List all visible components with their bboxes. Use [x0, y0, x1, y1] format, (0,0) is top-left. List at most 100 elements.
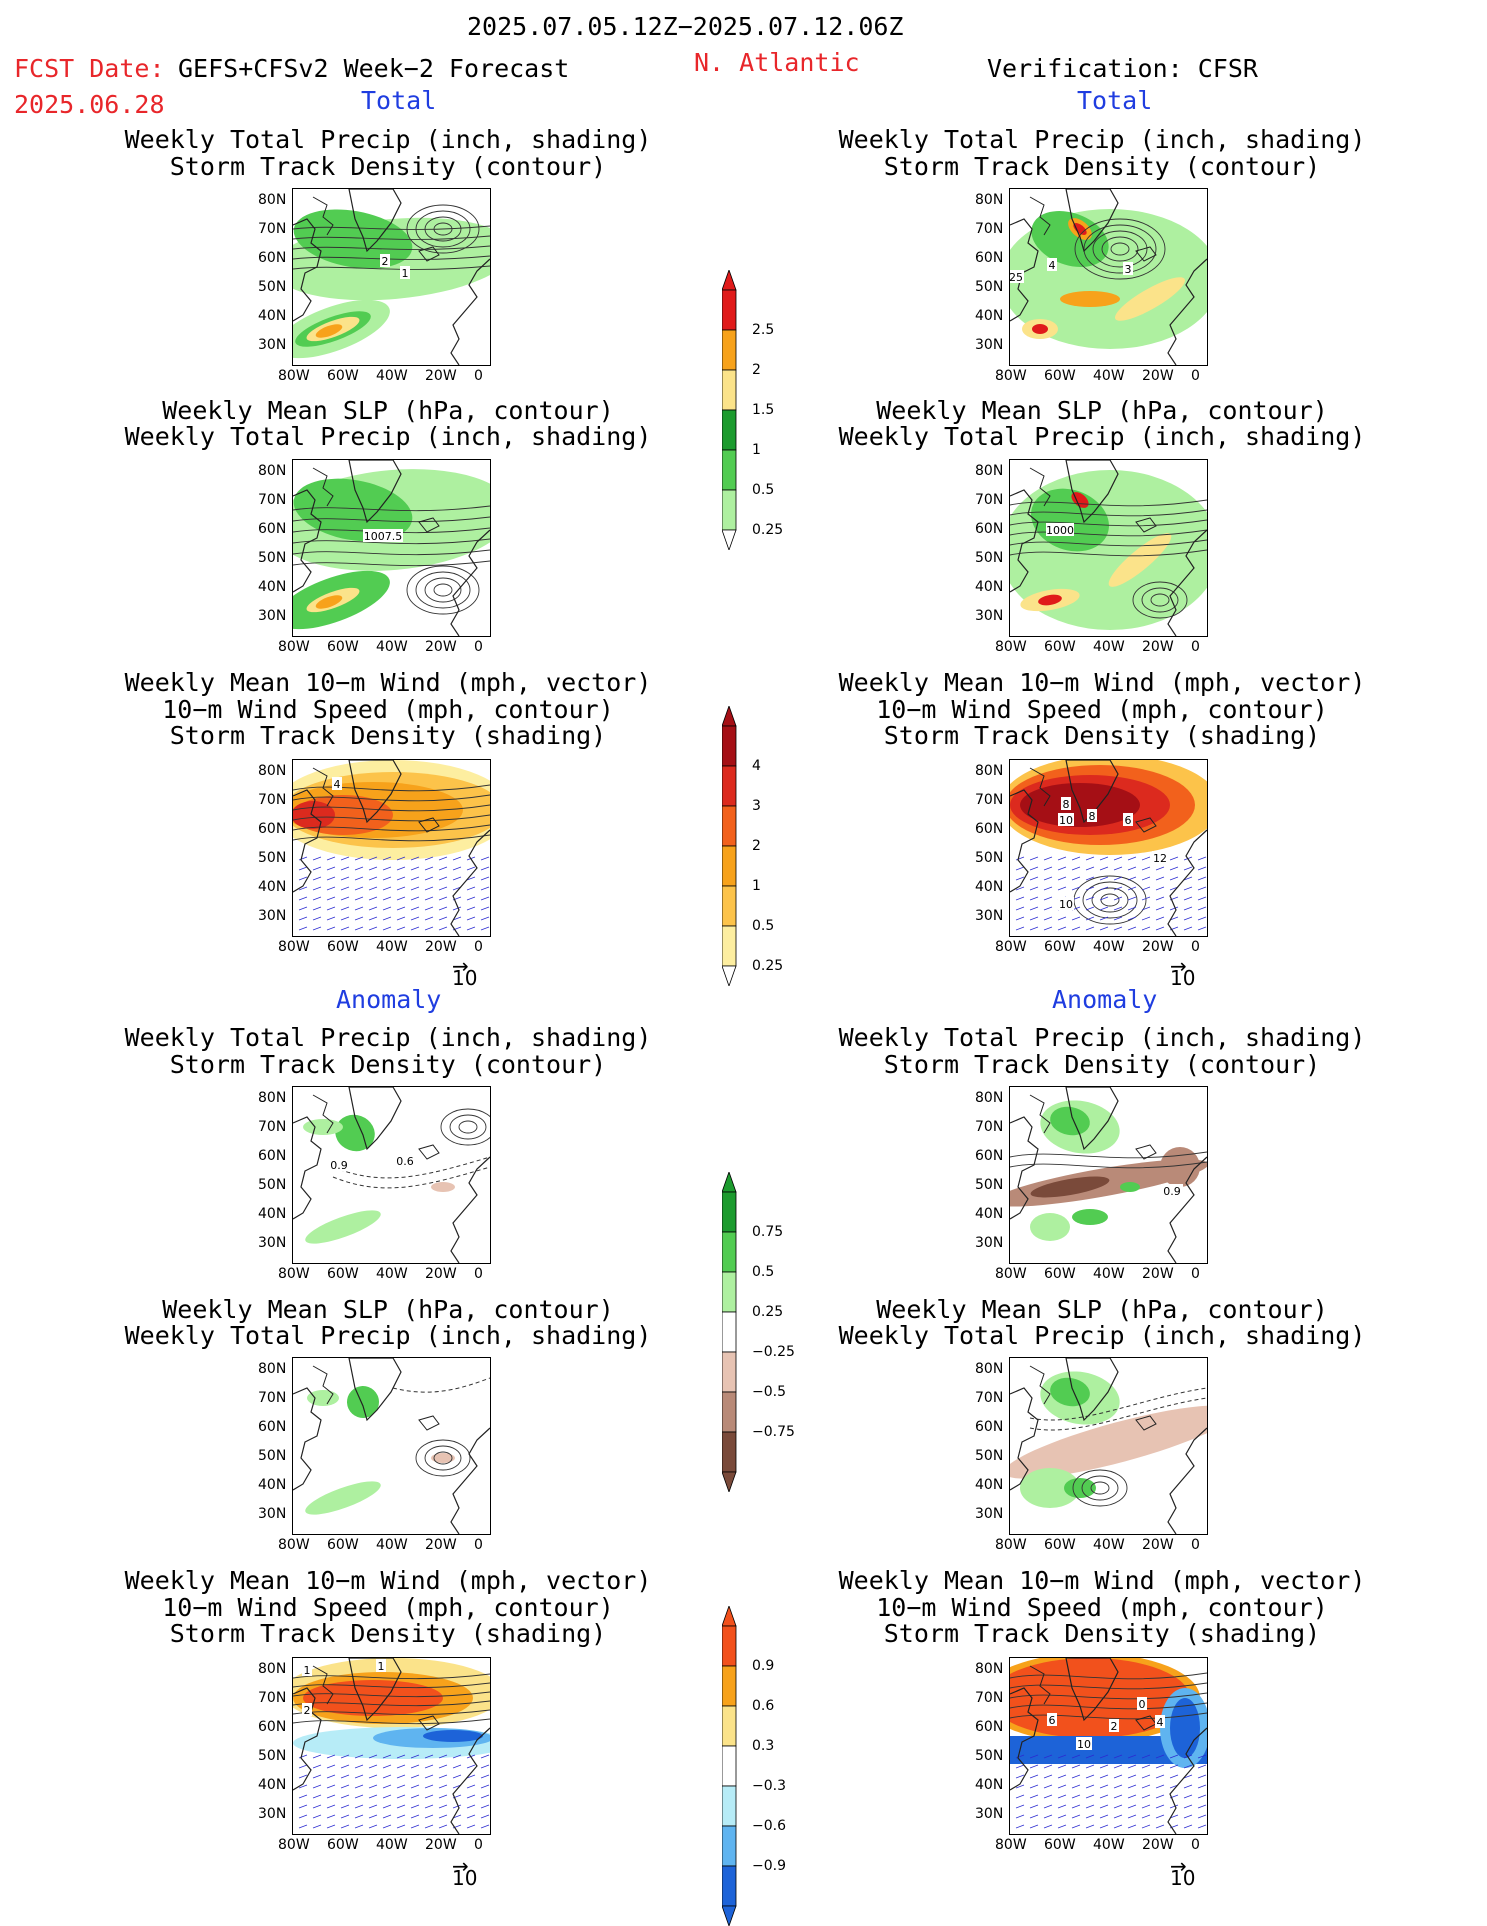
- title-vf-anom-3a: Weekly Mean 10−m Wind (mph, vector): [838, 1566, 1366, 1595]
- colorbar-label: 0.5: [752, 1264, 775, 1280]
- wind-vector: [312, 1804, 322, 1809]
- wind-vector: [1127, 1754, 1137, 1759]
- wind-speed-contour: [293, 794, 490, 802]
- lon-tick-label: 20W: [425, 939, 457, 955]
- iceland-outline: [418, 246, 440, 262]
- greenland-outline: [1065, 460, 1119, 524]
- wind-vector: [1197, 1794, 1207, 1799]
- lat-tick-label: 70N: [258, 221, 287, 237]
- wind-vector: [466, 1774, 476, 1779]
- wind-vector: [410, 916, 420, 921]
- lon-tick-label: 40W: [1093, 639, 1125, 655]
- contour-label: 1007.5: [364, 530, 403, 543]
- contour-label-box: [1123, 262, 1133, 275]
- coastline: [312, 196, 334, 236]
- wind-vector: [368, 896, 378, 901]
- slp-contour: [433, 583, 453, 597]
- lat-tick-label: 40N: [975, 1206, 1004, 1222]
- wind-vector: [1029, 866, 1039, 871]
- storm-track-contour: [449, 1114, 487, 1140]
- contour-label: 10: [1077, 1738, 1091, 1751]
- wind-vector: [1113, 1764, 1123, 1769]
- lon-tick-label: 40W: [376, 1537, 408, 1553]
- wind-vector: [1155, 1814, 1165, 1819]
- wind-vector: [466, 886, 476, 891]
- wind-vector: [396, 1814, 406, 1819]
- storm-track-contour: [293, 255, 490, 260]
- wind-vector: [340, 926, 350, 931]
- colorbar-label: 0.9: [752, 1658, 775, 1674]
- colorbar-label: 0.25: [752, 958, 784, 974]
- wind-vector: [1057, 866, 1067, 871]
- slp-anomaly-contour: [1072, 1469, 1128, 1507]
- slp-contour: [1010, 529, 1207, 537]
- wind-speed-contour: [1091, 887, 1129, 913]
- wind-vector: [354, 896, 364, 901]
- wind-vector: [1099, 1824, 1109, 1829]
- wind-vector: [1029, 1794, 1039, 1799]
- wind-vector: [298, 1754, 308, 1759]
- wind-vector: [1099, 1784, 1109, 1789]
- wind-vector: [340, 1764, 350, 1769]
- wind-vector: [466, 926, 476, 931]
- slp-anomaly-contour: [1029, 1387, 1207, 1421]
- precip-anomaly-shading: [1010, 1405, 1207, 1479]
- contour-label: 0.9: [330, 1159, 348, 1172]
- lat-tick-label: 80N: [258, 763, 287, 779]
- wind-vector: [1029, 926, 1039, 931]
- wind-vector: [368, 876, 378, 881]
- wind-vector: [1099, 926, 1109, 931]
- wind-vector: [452, 1764, 462, 1769]
- map-fc-total-slp-precip: 1007.5: [292, 459, 491, 637]
- colorbar-label: 0.25: [752, 522, 784, 538]
- wind-vector: [1043, 1814, 1053, 1819]
- vector-ref-fc-anom: → 10: [452, 1854, 478, 1890]
- wind-speed-contour: [1010, 1702, 1207, 1710]
- wind-vector: [368, 1814, 378, 1819]
- colorbar-label: −0.9: [752, 1858, 786, 1874]
- lat-tick-label: 40N: [975, 1477, 1004, 1493]
- lat-tick-label: 30N: [258, 1806, 287, 1822]
- contour-label-box: [1137, 1697, 1147, 1710]
- map-vf-anom-wind-storm: 6 2 0 4 10: [1009, 1657, 1208, 1835]
- lat-tick-label: 70N: [258, 792, 287, 808]
- lat-tick-label: 40N: [975, 879, 1004, 895]
- wind-vector: [326, 906, 336, 911]
- wind-vector: [382, 896, 392, 901]
- lat-tick-label: 60N: [975, 1719, 1004, 1735]
- colorbar-segment: [722, 1785, 737, 1827]
- wind-vector: [1127, 866, 1137, 871]
- wind-vector: [298, 926, 308, 931]
- wind-vector: [1197, 876, 1207, 881]
- wind-vector: [1043, 1764, 1053, 1769]
- wind-vector: [1057, 1774, 1067, 1779]
- title-fc-total-1a: Weekly Total Precip (inch, shading): [124, 125, 652, 154]
- wind-vector: [368, 1784, 378, 1789]
- coastline: [1029, 1365, 1051, 1405]
- wind-vector: [1141, 1814, 1151, 1819]
- contour-label: 8: [1089, 810, 1096, 823]
- wind-vector: [480, 906, 490, 911]
- wind-speed-contour: [293, 834, 490, 842]
- coastline: [312, 467, 334, 507]
- wind-vector: [1085, 906, 1095, 911]
- wind-vector: [340, 876, 350, 881]
- slp-contour: [415, 571, 471, 609]
- wind-vector: [354, 1804, 364, 1809]
- wind-vector: [312, 886, 322, 891]
- wind-vector: [1183, 1794, 1193, 1799]
- wind-vector: [1127, 1794, 1137, 1799]
- wind-vector: [326, 1814, 336, 1819]
- lon-tick-label: 60W: [1044, 639, 1076, 655]
- wind-vector: [354, 856, 364, 861]
- wind-vector: [1113, 1794, 1123, 1799]
- wind-vector: [1127, 906, 1137, 911]
- wind-vector: [354, 1754, 364, 1759]
- wind-vector: [298, 1794, 308, 1799]
- lat-tick-label: 50N: [258, 1177, 287, 1193]
- wind-vector: [410, 1824, 420, 1829]
- wind-vector: [354, 1794, 364, 1799]
- colorbar-svg: [722, 1606, 737, 1926]
- contour-label-box: [400, 266, 410, 279]
